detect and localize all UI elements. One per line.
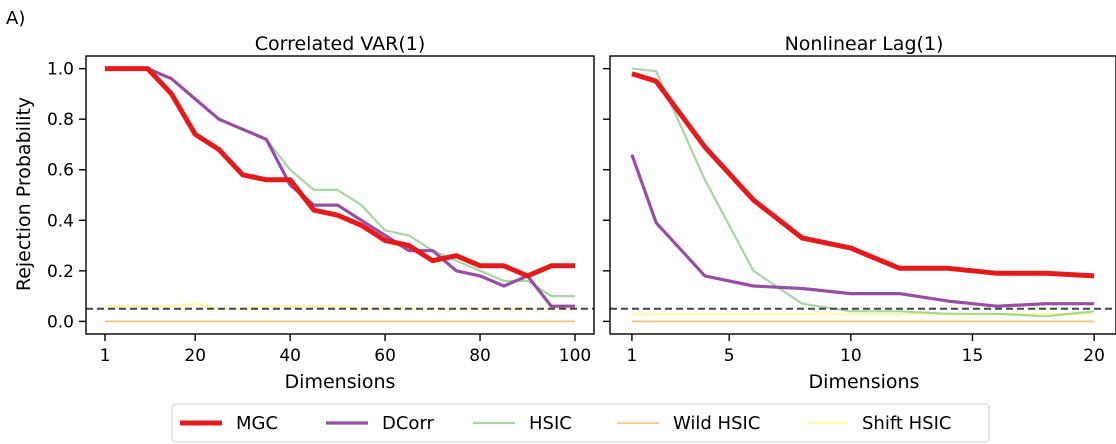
y-tick-label: 0.2 — [47, 262, 74, 282]
x-tick-label: 40 — [279, 346, 301, 366]
x-tick-label: 100 — [559, 346, 591, 366]
series-line-hsic — [631, 67, 1095, 318]
x-tick-label: 1 — [626, 346, 637, 366]
y-tick-label: 0.4 — [47, 211, 74, 231]
x-tick-label: 80 — [469, 346, 491, 366]
legend: MGC DCorr HSIC Wild HSIC Shift HSIC — [171, 403, 990, 443]
plot-area: 0.0 0.2 0.4 0.6 0.8 1.0 1 20 40 60 80 100 — [47, 55, 595, 366]
panel-title: Nonlinear Lag(1) — [785, 33, 944, 55]
legend-label: DCorr — [382, 413, 435, 434]
x-tick-label: 5 — [724, 346, 735, 366]
y-tick-label: 0.8 — [47, 110, 74, 130]
series-line-mgc — [631, 71, 1095, 279]
legend-label: Wild HSIC — [673, 413, 760, 434]
y-tick-label: 0.6 — [47, 161, 74, 181]
x-axis-label: Dimensions — [809, 371, 920, 393]
x-tick-label: 20 — [184, 346, 206, 366]
axes-frame — [609, 55, 1116, 335]
y-axis-label: Rejection Probability — [13, 97, 35, 291]
panel-nonlinear-lag: Nonlinear Lag(1) Dimensions 1 5 10 15 20 — [603, 33, 1116, 393]
x-tick-label: 15 — [962, 346, 984, 366]
x-tick-label: 1 — [100, 346, 111, 366]
plot-area: 1 5 10 15 20 — [603, 55, 1116, 366]
panel-title: Correlated VAR(1) — [255, 33, 426, 55]
legend-label: Shift HSIC — [862, 413, 951, 434]
legend-label: MGC — [236, 413, 278, 434]
series-line-dcorr — [630, 154, 1095, 308]
legend-frame — [171, 403, 990, 443]
x-tick-label: 60 — [374, 346, 396, 366]
x-tick-label: 20 — [1083, 346, 1105, 366]
x-tick-label: 10 — [840, 346, 862, 366]
axes-frame — [85, 55, 595, 335]
panel-label: A) — [6, 8, 25, 29]
series-line-dcorr — [105, 66, 575, 308]
series-line-mgc — [105, 66, 575, 279]
y-tick-label: 1.0 — [47, 60, 74, 80]
legend-label: HSIC — [529, 413, 572, 434]
y-tick-label: 0.0 — [47, 312, 74, 332]
panel-correlated-var: Correlated VAR(1) Dimensions 0.00.20.40.… — [47, 33, 595, 393]
x-axis-label: Dimensions — [285, 371, 396, 393]
